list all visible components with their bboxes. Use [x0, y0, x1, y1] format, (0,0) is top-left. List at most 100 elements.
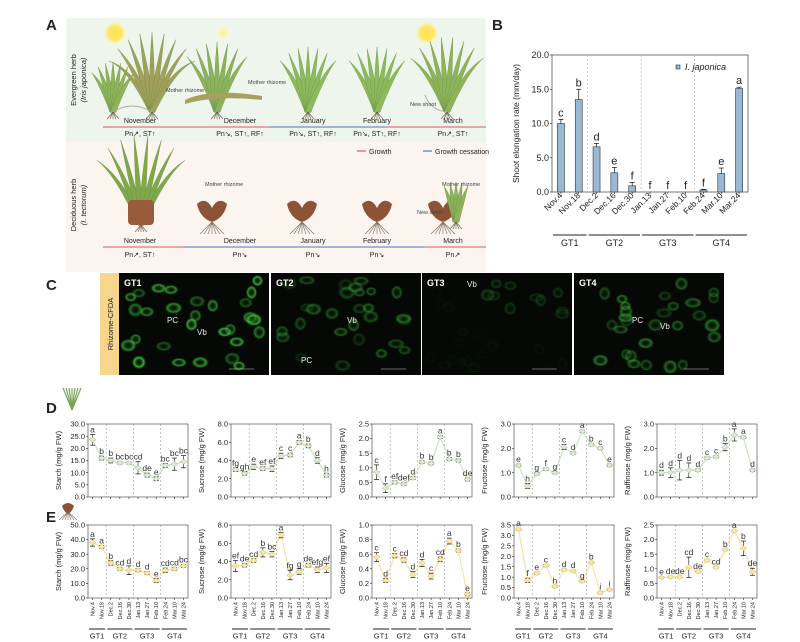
significance-letter: bc [124, 452, 134, 462]
timeline: November Pn↗, ST↑ November Pn↗, ST↑ December… [103, 118, 486, 259]
data-point [106, 560, 115, 566]
significance-letter: d [562, 559, 567, 569]
x-tick-label: Mar.10 [456, 602, 462, 619]
significance-letter: de [666, 566, 676, 576]
pale-sun-icon [213, 23, 233, 43]
group-label: GT1 [90, 632, 105, 641]
cell-fluorescence [346, 281, 365, 294]
significance-letter: c [598, 437, 603, 447]
legend-marker [675, 64, 681, 70]
x-tick-label: Nov.18 [526, 602, 532, 619]
x-tick-label: Dec.30 [270, 602, 276, 619]
significance-letter: def [398, 472, 410, 482]
data-point [703, 557, 711, 563]
significance-letter: h [553, 575, 558, 585]
x-tick-label: Feb.24 [732, 602, 738, 619]
y-axis-label: Raffinose (mg/g FW) [623, 526, 632, 596]
data-point [152, 577, 161, 584]
x-tick-label: Mar.10 [172, 602, 178, 619]
cell-fluorescence [527, 292, 546, 304]
plant-icon [91, 61, 135, 120]
data-point [115, 460, 124, 466]
data-point [560, 444, 568, 450]
y-tick-label: 4.0 [218, 557, 228, 566]
significance-letter: c [544, 555, 549, 565]
group-label: GT1 [374, 632, 389, 641]
significance-letter: b [420, 451, 425, 461]
y-axis-label: Fructose (mg/g FW) [480, 528, 489, 595]
data-point [322, 565, 331, 571]
cell-fluorescence [361, 302, 376, 314]
status-label: Pn↘ [306, 252, 320, 259]
cfda-image-gt4: GT4 PC Vb [574, 273, 724, 375]
data-point [514, 462, 523, 469]
x-tick-label: Nov.4 [91, 602, 97, 616]
x-tick-label: Feb.24 [447, 602, 453, 619]
significance-letter: gh [240, 461, 250, 471]
data-point [322, 472, 331, 478]
y-tick-label: 3.5 [501, 521, 511, 530]
svg-text:Evergreen herb: Evergreen herb [69, 54, 78, 106]
x-tick-label: Nov.18 [243, 602, 249, 619]
y-tick-label: 2.5 [501, 541, 511, 550]
plant-icon [348, 46, 406, 120]
significance-letter: c [429, 563, 434, 573]
region-label: PC [632, 316, 643, 325]
significance-letter: f [702, 177, 706, 189]
significance-letter: e [534, 562, 539, 572]
significance-letter: bc [170, 448, 180, 458]
significance-letter: d [686, 453, 691, 463]
x-tick-label: Nov.18 [669, 602, 675, 619]
cell-fluorescence [281, 276, 298, 291]
significance-letter: c [705, 549, 710, 559]
data-point [249, 557, 258, 564]
x-tick-label: Mar.24 [324, 602, 330, 619]
significance-letter: b [306, 434, 311, 444]
x-tick-label: Jan.27 [288, 602, 294, 619]
significance-letter: cd [712, 556, 721, 566]
y-tick-label: 10.0 [531, 119, 549, 129]
panel-label-b: B [492, 17, 503, 34]
shoot-elongation-chart: 0.0 5.0 10.0 15.0 20.0 Shoot elongation rate … [511, 50, 749, 248]
y-tick-label: 5.0 [536, 153, 549, 163]
y-axis-label: Raffinose (mg/g FW) [623, 425, 632, 495]
data-point [381, 485, 390, 492]
significance-letter: bc [267, 541, 277, 551]
group-label: GT3 [424, 632, 439, 641]
y-tick-label: 15.0 [70, 456, 85, 465]
data-point [115, 565, 124, 572]
cell-fluorescence [646, 317, 665, 333]
x-tick-label: Mar.10 [741, 602, 747, 619]
x-tick-label: Nov.4 [375, 602, 381, 616]
group-label: GT4 [593, 632, 608, 641]
data-point [381, 577, 390, 584]
rhizome-icon [58, 503, 78, 521]
significance-letter: cd [115, 557, 124, 567]
region-label: Vb [467, 280, 477, 289]
y-tick-label: 1.0 [644, 468, 654, 477]
mother-rhizome-label: Mother rhizome [248, 80, 286, 86]
data-point [304, 443, 313, 449]
cell-fluorescence [164, 301, 184, 315]
cell-fluorescence [456, 357, 468, 367]
data-point [231, 563, 240, 569]
group-label: GT4 [713, 238, 731, 248]
status-label: Pn↘ [370, 252, 384, 259]
status-label: Pn↗, ST↑ [438, 131, 469, 138]
data-point [569, 450, 578, 457]
data-point [408, 475, 417, 481]
x-tick-label: Feb.10 [154, 602, 160, 619]
significance-letter: cd [249, 549, 258, 559]
data-point [88, 437, 97, 443]
x-tick-label: Mar.24 [750, 602, 756, 619]
significance-letter: ef [323, 553, 331, 563]
data-point [532, 570, 541, 576]
x-tick-label: Nov.4 [234, 602, 240, 616]
cell-fluorescence [390, 284, 404, 301]
significance-letter: e [465, 583, 470, 593]
cell-fluorescence [636, 336, 655, 350]
data-point [390, 552, 399, 559]
group-label: GT1 [516, 632, 531, 641]
mother-rhizome-label: Mother rhizome [166, 88, 204, 94]
